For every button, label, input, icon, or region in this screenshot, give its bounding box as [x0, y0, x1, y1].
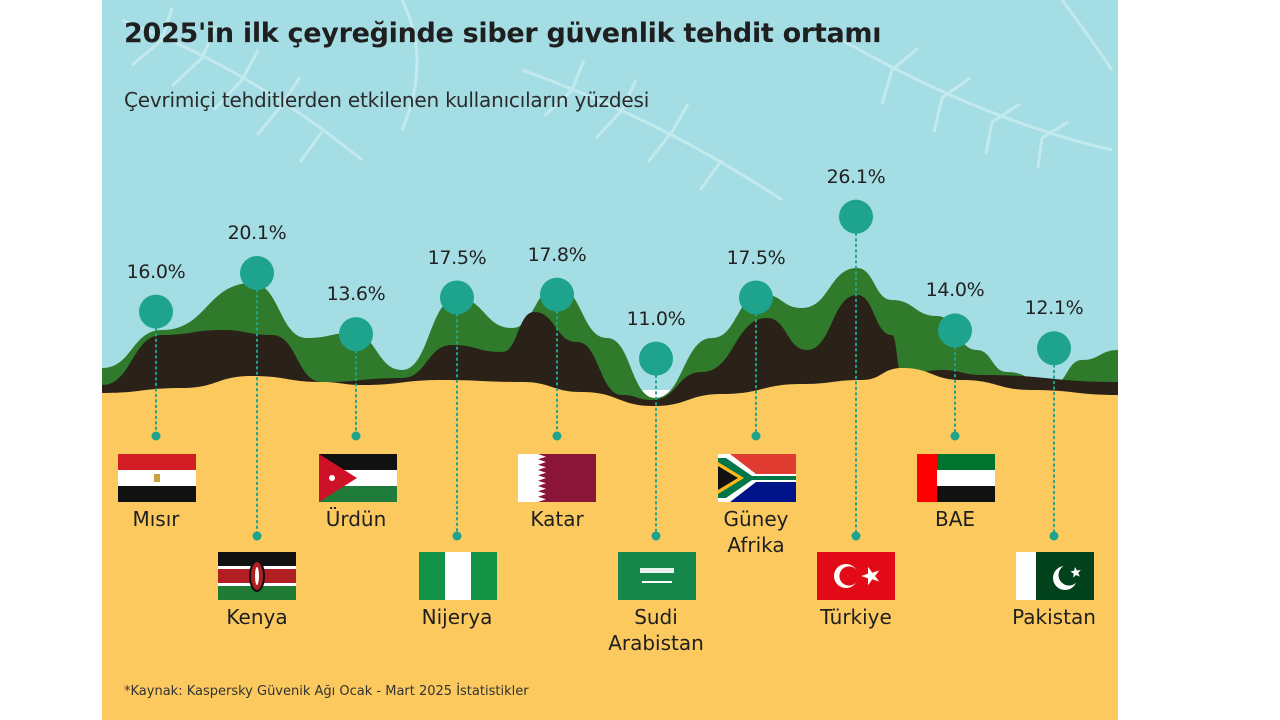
- country-label: Mısır: [132, 507, 180, 531]
- nigeria-flag: [419, 552, 497, 600]
- country-label: Kenya: [226, 605, 288, 629]
- value-dot: [639, 341, 673, 376]
- country-label: BAE: [934, 507, 976, 531]
- value-label: 20.1%: [227, 222, 287, 245]
- anchor-dot: [950, 431, 960, 441]
- value-dot: [1037, 331, 1071, 366]
- pakistan-flag: [1016, 552, 1094, 600]
- country-label: Sudi Arabistan: [608, 605, 704, 655]
- chart-subtitle: Çevrimiçi tehditlerden etkilenen kullanı…: [124, 88, 650, 112]
- saudi-arabia-flag: [618, 552, 696, 600]
- anchor-dot: [651, 531, 661, 541]
- kenya-flag: [218, 552, 296, 600]
- chart: [102, 0, 1118, 720]
- country-label: Türkiye: [820, 605, 892, 629]
- flags: [118, 454, 1094, 600]
- anchor-dot: [151, 431, 161, 441]
- country-label: Güney Afrika: [723, 507, 789, 557]
- anchor-dot: [351, 431, 361, 441]
- value-dot: [440, 280, 474, 315]
- value-dot: [240, 256, 274, 291]
- turkey-flag: [817, 552, 895, 600]
- anchor-dot: [851, 531, 861, 541]
- sand-ground: [102, 368, 1118, 720]
- country-label: Pakistan: [1012, 605, 1096, 629]
- connector-lines: [151, 232, 1059, 541]
- uae-flag: [917, 454, 995, 502]
- jordan-flag: [319, 454, 397, 502]
- value-label: 26.1%: [826, 165, 886, 188]
- value-label: 17.5%: [427, 246, 487, 269]
- value-dot: [339, 317, 373, 352]
- value-label: 13.6%: [326, 283, 386, 306]
- country-label: Nijerya: [421, 605, 493, 629]
- infographic: 2025'in ilk çeyreğinde siber güvenlik te…: [102, 0, 1118, 720]
- country-label: Ürdün: [325, 507, 387, 531]
- value-label: 14.0%: [925, 279, 985, 302]
- value-dot: [839, 199, 873, 234]
- egypt-flag: [118, 454, 196, 502]
- value-dot: [540, 277, 574, 312]
- palm-leaves-decoration: [121, 0, 1114, 202]
- value-label: 12.1%: [1024, 297, 1084, 320]
- value-dot: [139, 294, 173, 329]
- anchor-dot: [1049, 531, 1059, 541]
- value-label: 17.8%: [527, 243, 587, 266]
- south-africa-flag: [718, 454, 796, 502]
- anchor-dot: [252, 531, 262, 541]
- country-label: Katar: [530, 507, 584, 531]
- anchor-dot: [751, 431, 761, 441]
- anchor-dot: [452, 531, 462, 541]
- qatar-flag: [518, 454, 596, 502]
- value-label: 16.0%: [126, 260, 186, 283]
- value-dot: [739, 280, 773, 315]
- source-note: *Kaynak: Kaspersky Güvenik Ağı Ocak - Ma…: [124, 684, 529, 699]
- background: [102, 0, 1118, 720]
- value-label: 11.0%: [626, 307, 686, 330]
- value-label: 17.5%: [726, 246, 786, 269]
- value-dots: [139, 199, 1071, 376]
- value-dot: [938, 313, 972, 348]
- anchor-dot: [552, 431, 562, 441]
- chart-title: 2025'in ilk çeyreğinde siber güvenlik te…: [124, 18, 882, 49]
